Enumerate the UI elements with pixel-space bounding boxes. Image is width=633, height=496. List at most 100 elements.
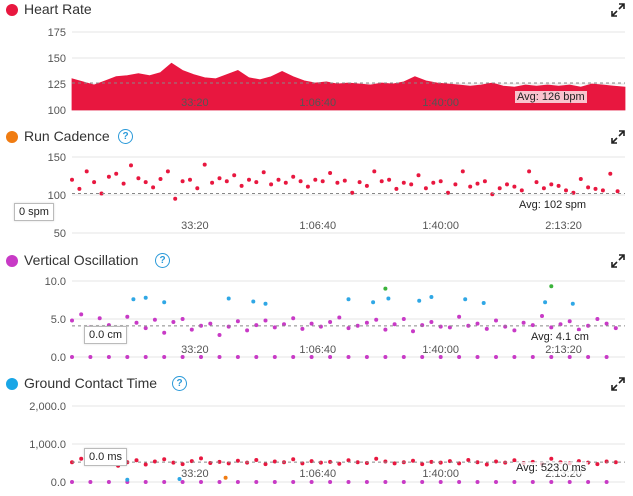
- data-point: [114, 171, 119, 176]
- data-point: [530, 355, 535, 359]
- data-point: [121, 181, 126, 186]
- x-tick-label: 1:40:00: [422, 220, 459, 232]
- expand-arrows-icon[interactable]: [611, 377, 625, 391]
- data-point: [357, 180, 362, 185]
- data-point: [521, 320, 526, 325]
- vertical-oscillation-chart[interactable]: 0.0 5.0 10.0 33:20 1:06:40 1:40:00 2:13:20: [0, 273, 633, 373]
- data-point: [394, 186, 399, 191]
- data-point: [482, 179, 487, 184]
- data-point: [401, 180, 406, 185]
- data-point: [586, 355, 591, 359]
- data-point: [604, 355, 609, 359]
- data-point: [543, 300, 548, 305]
- data-point: [143, 180, 148, 185]
- ground-contact-time-chart[interactable]: 0.01,000.02,000.033:20 1:06:40 1:40:00 2:13…: [0, 396, 633, 496]
- data-point: [364, 355, 369, 359]
- x-tick-label: 1:40:00: [422, 468, 459, 480]
- data-point: [282, 322, 286, 327]
- x-tick-label: 2:13:20: [545, 220, 582, 232]
- data-point: [401, 317, 406, 321]
- data-point: [328, 171, 333, 175]
- data-point: [484, 326, 489, 331]
- y-tick-label: 2,000.0: [29, 401, 66, 413]
- data-point: [143, 295, 148, 300]
- run-cadence-panel: Run Cadence ? 50 100 150 33:20 1:06:40 1:40:0…: [0, 127, 633, 245]
- data-point: [143, 326, 148, 331]
- run-cadence-title: Run Cadence: [24, 128, 110, 144]
- data-point: [125, 314, 130, 319]
- data-point: [494, 318, 498, 323]
- data-point: [263, 462, 268, 467]
- data-point: [143, 462, 148, 467]
- data-point: [217, 355, 222, 359]
- data-point: [540, 314, 544, 318]
- data-point: [162, 300, 167, 305]
- question-circle-icon[interactable]: ?: [118, 129, 133, 144]
- expand-arrows-icon[interactable]: [611, 3, 625, 17]
- expand-arrows-icon[interactable]: [611, 254, 625, 268]
- data-point: [328, 320, 333, 324]
- expand-arrows-icon[interactable]: [611, 130, 625, 144]
- data-point: [446, 190, 450, 195]
- data-point: [355, 460, 360, 465]
- data-point: [416, 173, 421, 178]
- data-point: [475, 355, 480, 359]
- data-point: [494, 459, 498, 464]
- data-point: [291, 355, 296, 359]
- data-point: [305, 184, 310, 189]
- data-point: [475, 460, 480, 465]
- data-point: [420, 355, 425, 359]
- data-point: [567, 355, 572, 359]
- data-point: [457, 480, 462, 484]
- data-point: [173, 196, 178, 201]
- data-point: [570, 301, 575, 306]
- data-point: [79, 312, 84, 317]
- data-point: [88, 480, 93, 484]
- data-point: [134, 320, 139, 325]
- data-point: [371, 300, 376, 305]
- data-point: [494, 355, 498, 359]
- data-point: [180, 462, 185, 467]
- data-point: [224, 179, 229, 184]
- data-point: [457, 314, 462, 319]
- data-point: [152, 459, 157, 464]
- x-tick-label: 1:40:00: [422, 97, 459, 109]
- ground-contact-time-legend-dot: [6, 378, 18, 390]
- data-point: [387, 177, 392, 182]
- heart-rate-chart[interactable]: 100 125 150 175 33:20 1:06:40 1:40:00: [0, 22, 633, 122]
- data-point: [152, 317, 157, 322]
- data-point: [549, 284, 554, 289]
- data-point: [276, 177, 281, 182]
- ground-contact-time-header: Ground Contact Time ?: [0, 374, 633, 394]
- data-point: [423, 186, 428, 191]
- data-point: [313, 177, 318, 182]
- x-tick-label: 1:06:40: [299, 468, 336, 480]
- data-point: [134, 458, 139, 463]
- vertical-oscillation-cursor-label: 0.0 cm: [84, 326, 128, 344]
- data-point: [438, 324, 443, 329]
- data-point: [420, 462, 425, 467]
- data-point: [383, 327, 388, 332]
- question-circle-icon[interactable]: ?: [172, 376, 187, 391]
- data-point: [564, 188, 568, 193]
- data-point: [558, 322, 563, 327]
- data-point: [613, 326, 618, 331]
- data-point: [217, 459, 222, 464]
- data-point: [431, 180, 436, 185]
- data-point: [346, 297, 351, 302]
- data-point: [392, 322, 397, 327]
- data-point: [453, 182, 458, 187]
- data-point: [600, 188, 605, 193]
- run-cadence-chart[interactable]: 50 100 150 33:20 1:06:40 1:40:00 2:13:20: [0, 149, 633, 249]
- data-point: [177, 477, 182, 481]
- data-point: [604, 459, 609, 464]
- data-point: [613, 460, 618, 465]
- data-point: [401, 355, 406, 359]
- vertical-oscillation-title: Vertical Oscillation: [24, 252, 139, 268]
- data-point: [199, 480, 203, 484]
- run-cadence-avg-label: Avg: 102 spm: [517, 199, 589, 211]
- data-point: [106, 174, 111, 179]
- data-point: [217, 480, 222, 484]
- question-circle-icon[interactable]: ?: [155, 253, 170, 268]
- data-point: [70, 480, 74, 484]
